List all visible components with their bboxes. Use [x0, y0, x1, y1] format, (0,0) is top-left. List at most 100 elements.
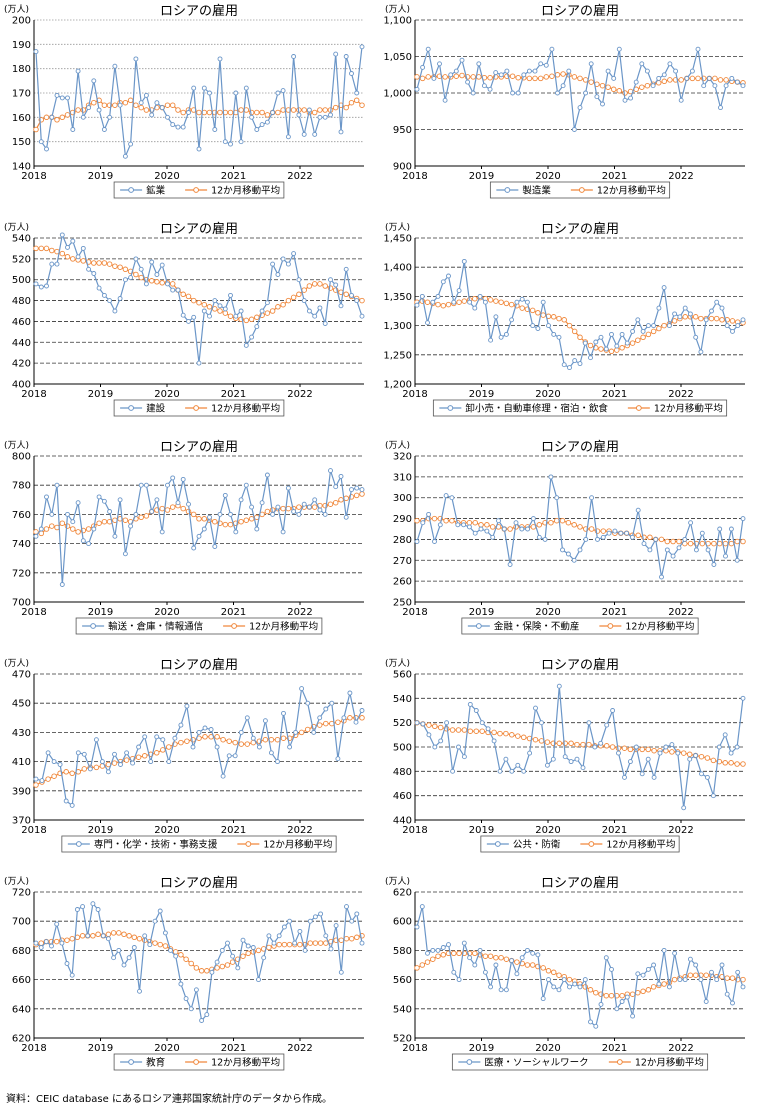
data-point [580, 765, 586, 771]
y-axis-unit: (万人) [385, 440, 410, 451]
data-point [256, 977, 261, 983]
data-point [684, 75, 690, 81]
data-point [196, 360, 202, 366]
series-line [35, 46, 363, 159]
data-point [556, 683, 562, 689]
chart-title: ロシアの雇用 [160, 3, 238, 19]
data-point [473, 708, 479, 713]
data-point [734, 761, 740, 767]
y-tick-label: 1,250 [383, 350, 412, 361]
data-point [449, 517, 455, 524]
data-point [43, 114, 50, 121]
data-point [719, 317, 725, 323]
legend-label: 12か月移動平均 [211, 403, 280, 415]
data-point [311, 109, 318, 116]
y-tick-label: 800 [12, 452, 31, 463]
data-point [673, 68, 679, 74]
y-axis-unit: (万人) [4, 876, 29, 887]
data-point [698, 315, 704, 322]
data-point [414, 517, 420, 524]
y-tick-label: 540 [393, 1004, 412, 1015]
data-point [713, 315, 720, 322]
data-point [317, 114, 323, 120]
data-point [510, 90, 516, 96]
data-point [526, 68, 532, 74]
data-point [453, 73, 460, 79]
data-point [740, 984, 746, 990]
data-point [666, 323, 672, 329]
data-point [152, 918, 158, 924]
data-point [503, 756, 509, 762]
data-point [240, 937, 246, 943]
data-point [302, 947, 308, 953]
data-point [207, 514, 212, 520]
data-point [245, 943, 251, 949]
data-point [75, 68, 81, 74]
data-point [44, 494, 49, 500]
data-point [307, 918, 313, 924]
data-point [243, 317, 250, 324]
data-point [527, 750, 533, 756]
data-point [91, 271, 97, 276]
data-point [414, 86, 420, 92]
data-point [650, 83, 656, 89]
data-point [656, 75, 662, 81]
data-point [112, 263, 118, 269]
data-point [165, 281, 170, 287]
data-point [87, 766, 93, 772]
data-point [243, 517, 250, 523]
data-point [33, 49, 39, 55]
data-point [256, 744, 262, 750]
data-point [482, 299, 488, 305]
data-point [501, 526, 507, 532]
y-tick-label: 250 [393, 598, 412, 609]
data-point [217, 56, 223, 62]
data-point [435, 293, 441, 299]
data-point [515, 90, 521, 96]
data-point [59, 232, 65, 238]
data-point [535, 326, 541, 331]
data-point [672, 311, 678, 317]
data-point [111, 955, 117, 961]
data-point [686, 751, 693, 758]
data-point [657, 750, 663, 756]
data-point [306, 504, 312, 510]
data-point [605, 68, 611, 74]
data-point [301, 107, 307, 113]
data-point [703, 972, 709, 978]
data-point [143, 482, 149, 488]
data-point [228, 292, 233, 298]
data-point [111, 760, 118, 766]
data-point [608, 348, 615, 355]
data-point [238, 497, 244, 503]
data-point [33, 776, 39, 782]
legend-marker [231, 623, 238, 629]
data-point [152, 940, 158, 946]
data-point [359, 491, 365, 497]
data-point [33, 281, 39, 287]
data-point [275, 90, 281, 96]
data-point [419, 962, 426, 968]
data-point [131, 934, 138, 941]
y-tick-label: 600 [393, 917, 412, 928]
data-point [227, 313, 234, 319]
data-point [478, 526, 484, 532]
data-point [133, 271, 139, 278]
data-point [214, 734, 220, 740]
data-point [609, 331, 614, 337]
data-point [437, 61, 442, 67]
data-point [33, 533, 39, 539]
data-point [280, 735, 287, 741]
data-point [479, 720, 485, 726]
data-point [682, 536, 688, 542]
data-point [497, 768, 503, 774]
data-point [682, 977, 688, 983]
data-point [280, 88, 286, 94]
data-point [64, 254, 71, 260]
x-tick-label: 2018 [21, 389, 46, 400]
data-point [349, 71, 354, 76]
data-point [244, 741, 251, 747]
data-point [353, 492, 360, 499]
data-point [714, 299, 720, 305]
data-point [544, 739, 551, 745]
